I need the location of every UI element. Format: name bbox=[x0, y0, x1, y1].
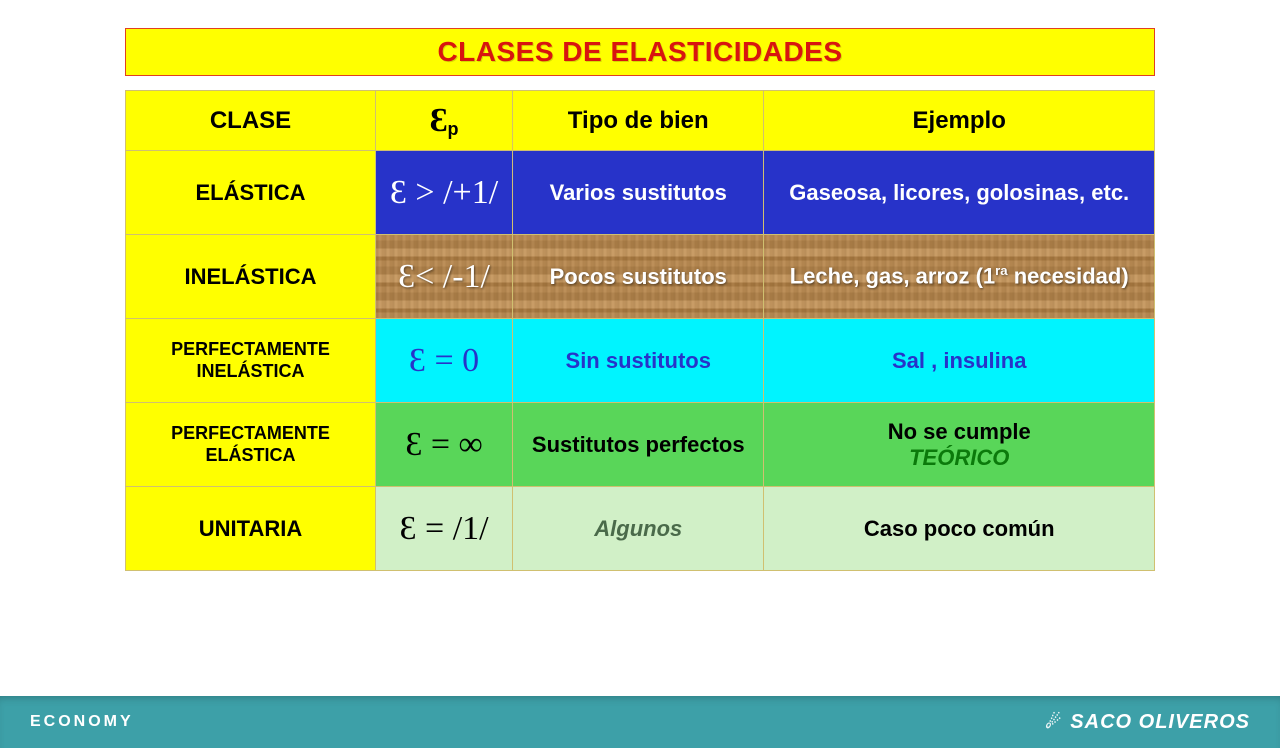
cell-epsilon: Ɛ< /-1/ bbox=[376, 235, 513, 319]
row-unitaria: UNITARIA Ɛ = /1/ Algunos Caso poco común bbox=[126, 487, 1155, 571]
cell-clase: INELÁSTICA bbox=[126, 235, 376, 319]
ejemplo-text: Leche, gas, arroz (1 bbox=[790, 264, 995, 289]
col-header-tipo: Tipo de bien bbox=[513, 91, 764, 151]
cell-epsilon: Ɛ > /+1/ bbox=[376, 151, 513, 235]
col-header-clase: CLASE bbox=[126, 91, 376, 151]
tipo-text: Algunos bbox=[594, 516, 682, 541]
footer-glyph-icon: ☄ bbox=[1045, 712, 1062, 733]
cell-ejemplo: Caso poco común bbox=[764, 487, 1155, 571]
col-header-ejemplo: Ejemplo bbox=[764, 91, 1155, 151]
cell-epsilon: Ɛ = /1/ bbox=[376, 487, 513, 571]
cell-ejemplo: Sal , insulina bbox=[764, 319, 1155, 403]
cell-clase: ELÁSTICA bbox=[126, 151, 376, 235]
footer-bar: ECONOMY ☄ SACO OLIVEROS bbox=[0, 692, 1280, 748]
epsilon-value: Ɛ = 0 bbox=[409, 342, 479, 379]
row-inelastica: INELÁSTICA Ɛ< /-1/ Pocos sustitutos Lech… bbox=[126, 235, 1155, 319]
cell-epsilon: Ɛ = ∞ bbox=[376, 403, 513, 487]
cell-tipo: Pocos sustitutos bbox=[513, 235, 764, 319]
footer-left: ECONOMY bbox=[30, 713, 134, 731]
footer-right-text: SACO OLIVEROS bbox=[1070, 711, 1250, 734]
cell-tipo: Sustitutos perfectos bbox=[513, 403, 764, 487]
cell-clase: PERFECTAMENTE INELÁSTICA bbox=[126, 319, 376, 403]
ejemplo-sup: ra bbox=[995, 263, 1007, 278]
cell-tipo: Varios sustitutos bbox=[513, 151, 764, 235]
row-perf-inelastica: PERFECTAMENTE INELÁSTICA Ɛ = 0 Sin susti… bbox=[126, 319, 1155, 403]
ejemplo-line1: No se cumple bbox=[888, 419, 1031, 444]
ejemplo-line2: TEÓRICO bbox=[909, 445, 1009, 470]
footer-right: ☄ SACO OLIVEROS bbox=[1045, 711, 1250, 734]
epsilon-value: Ɛ< /-1/ bbox=[398, 258, 490, 295]
cell-tipo: Sin sustitutos bbox=[513, 319, 764, 403]
table-header-row: CLASE Ɛp Tipo de bien Ejemplo bbox=[126, 91, 1155, 151]
epsilon-value: Ɛ = /1/ bbox=[399, 510, 488, 547]
cell-epsilon: Ɛ = 0 bbox=[376, 319, 513, 403]
epsilon-value: Ɛ = ∞ bbox=[405, 426, 482, 463]
row-perf-elastica: PERFECTAMENTE ELÁSTICA Ɛ = ∞ Sustitutos … bbox=[126, 403, 1155, 487]
cell-clase: PERFECTAMENTE ELÁSTICA bbox=[126, 403, 376, 487]
cell-tipo: Algunos bbox=[513, 487, 764, 571]
row-elastica: ELÁSTICA Ɛ > /+1/ Varios sustitutos Gase… bbox=[126, 151, 1155, 235]
epsilon-value: Ɛ > /+1/ bbox=[390, 174, 498, 211]
ejemplo-text: necesidad) bbox=[1008, 264, 1129, 289]
cell-ejemplo: Leche, gas, arroz (1ra necesidad) bbox=[764, 235, 1155, 319]
elasticity-table: CLASE Ɛp Tipo de bien Ejemplo ELÁSTICA Ɛ… bbox=[125, 90, 1155, 571]
cell-ejemplo: Gaseosa, licores, golosinas, etc. bbox=[764, 151, 1155, 235]
col-header-epsilon: Ɛp bbox=[376, 91, 513, 151]
title-banner: CLASES DE ELASTICIDADES bbox=[125, 28, 1155, 76]
cell-clase: UNITARIA bbox=[126, 487, 376, 571]
cell-ejemplo: No se cumple TEÓRICO bbox=[764, 403, 1155, 487]
